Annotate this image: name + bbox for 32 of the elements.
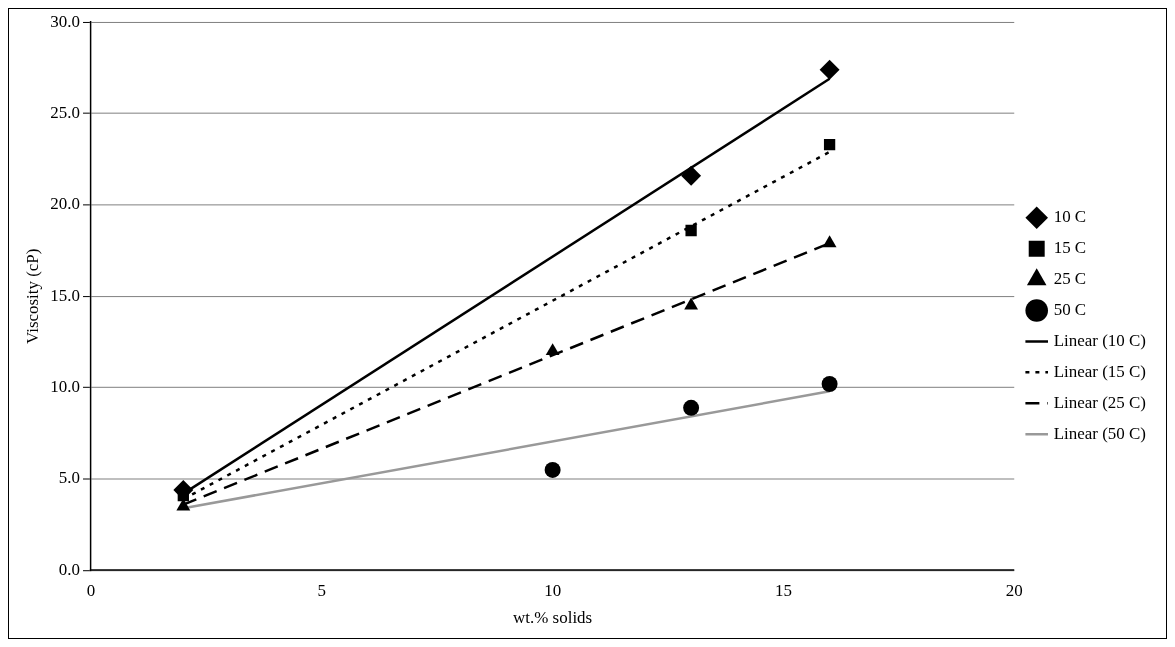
point bbox=[681, 165, 702, 186]
y-tick-label: 25.0 bbox=[50, 103, 81, 122]
x-tick-label: 20 bbox=[1005, 581, 1023, 600]
y-axis-title: Viscosity (cP) bbox=[22, 248, 42, 344]
legend-label: Linear (10 C) bbox=[1053, 330, 1146, 350]
y-tick-label: 20.0 bbox=[50, 194, 81, 214]
legend-label: Linear (50 C) bbox=[1053, 423, 1146, 443]
x-axis-title: wt.% solids bbox=[513, 608, 593, 628]
x-tick-label: 5 bbox=[317, 581, 327, 600]
legend-label: 15 C bbox=[1053, 238, 1087, 258]
x-tick-label: 0 bbox=[86, 581, 96, 600]
point bbox=[819, 59, 840, 80]
y-tick-label: 5.0 bbox=[58, 468, 81, 488]
point bbox=[823, 138, 836, 151]
legend-label: 10 C bbox=[1053, 207, 1087, 227]
point bbox=[821, 376, 838, 392]
y-tick-label: 0.0 bbox=[58, 559, 81, 579]
legend-label: Linear (25 C) bbox=[1053, 392, 1146, 412]
y-tick-label: 10.0 bbox=[50, 377, 81, 397]
legend-label: 50 C bbox=[1053, 300, 1087, 319]
legend-label: Linear (15 C) bbox=[1053, 361, 1146, 381]
y-tick-label: 30.0 bbox=[50, 11, 81, 31]
x-tick-label: 10 bbox=[544, 581, 562, 600]
legend-label: 25 C bbox=[1053, 269, 1087, 289]
point bbox=[684, 297, 699, 310]
y-tick-label: 15.0 bbox=[50, 285, 81, 305]
x-tick-label: 15 bbox=[774, 581, 792, 600]
point bbox=[544, 461, 561, 478]
point bbox=[683, 399, 700, 416]
point bbox=[545, 343, 560, 356]
point bbox=[685, 224, 697, 237]
point bbox=[822, 235, 837, 248]
